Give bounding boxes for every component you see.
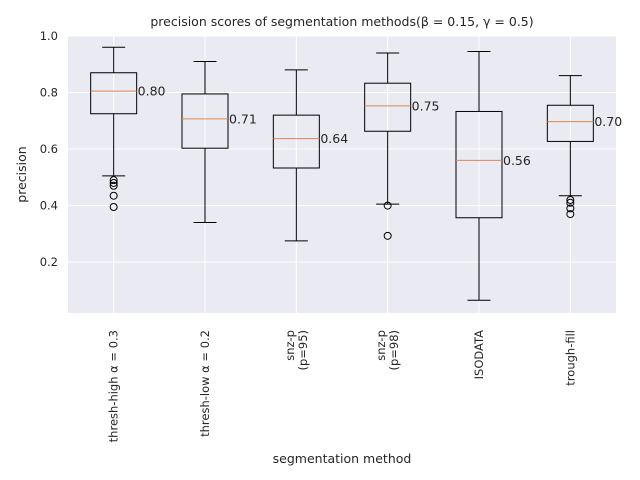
box-series: 0.80 0.71 0.64 0.75 0.56 0.70 xyxy=(90,46,622,301)
box-iqr xyxy=(272,114,320,169)
box-iqr xyxy=(546,104,594,142)
box-group: 0.64 xyxy=(272,69,348,242)
box-iqr xyxy=(364,82,412,132)
median-value-label: 0.80 xyxy=(138,84,166,99)
median-value-label: 0.71 xyxy=(229,111,257,126)
y-tick-label: 0.4 xyxy=(40,199,58,213)
median-value-label: 0.56 xyxy=(503,153,531,168)
box-group: 0.70 xyxy=(546,75,622,219)
y-tick-label: 0.8 xyxy=(40,86,58,100)
y-tick-label: 0.2 xyxy=(40,255,58,269)
box-group: 0.71 xyxy=(181,60,257,224)
outlier-point xyxy=(566,210,575,219)
box-group: 0.56 xyxy=(455,51,531,301)
outlier-point xyxy=(109,191,118,200)
x-tick-label: ISODATA xyxy=(472,330,486,380)
box-iqr xyxy=(455,110,503,219)
median-value-label: 0.64 xyxy=(320,131,348,146)
box-group: 0.75 xyxy=(364,52,440,240)
y-tick-labels: 0.2 0.4 0.6 0.8 1.0 xyxy=(40,29,58,269)
outlier-point xyxy=(383,201,392,210)
outlier-point xyxy=(566,204,575,213)
x-tick-label: thresh-low α = 0.2 xyxy=(198,330,212,437)
plot-area xyxy=(68,36,616,313)
median-value-label: 0.75 xyxy=(412,98,440,113)
outlier-point xyxy=(566,195,575,204)
outlier-point xyxy=(383,231,392,240)
chart-title: precision scores of segmentation methods… xyxy=(150,14,533,29)
x-tick-label: snz-p(p=95) xyxy=(283,330,310,371)
y-axis-label: precision xyxy=(14,146,29,202)
x-tick-labels: thresh-high α = 0.3 thresh-low α = 0.2 snz… xyxy=(107,330,578,442)
y-tick-label: 1.0 xyxy=(40,29,58,43)
x-tick-label: snz-p(p=98) xyxy=(374,330,401,371)
x-axis-label: segmentation method xyxy=(273,451,412,466)
outlier-point xyxy=(566,198,575,207)
box-group: 0.80 xyxy=(90,46,166,212)
median-value-label: 0.70 xyxy=(594,114,622,129)
box-iqr xyxy=(90,72,138,115)
box-iqr xyxy=(181,93,229,149)
x-tick-label: thresh-high α = 0.3 xyxy=(107,330,121,442)
y-tick-label: 0.6 xyxy=(40,142,58,156)
outlier-point xyxy=(109,181,118,190)
outlier-point xyxy=(109,176,118,185)
outlier-point xyxy=(109,203,118,212)
x-tick-label: trough-fill xyxy=(563,330,577,386)
outlier-point xyxy=(109,178,118,187)
